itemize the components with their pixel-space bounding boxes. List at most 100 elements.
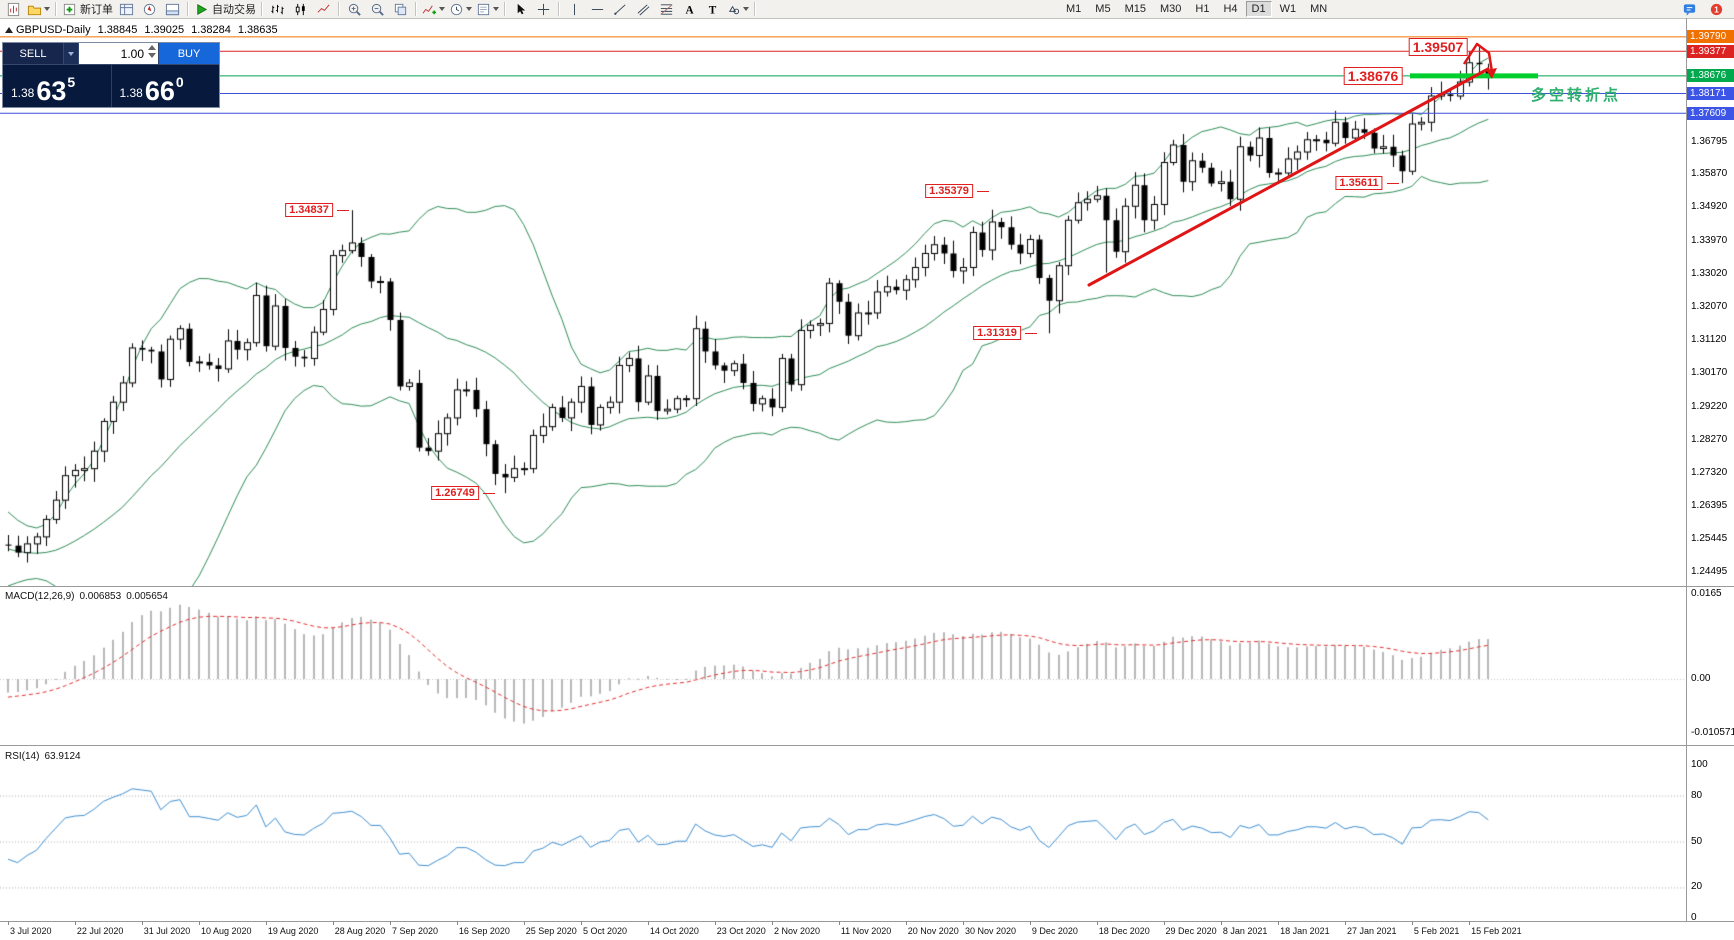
rsi-panel-chart[interactable] — [0, 747, 1686, 922]
templates-icon[interactable] — [474, 1, 501, 18]
timeframe-h1[interactable]: H1 — [1195, 3, 1210, 15]
bar-chart-icon[interactable] — [266, 1, 289, 18]
timeframe-d1[interactable]: D1 — [1245, 1, 1272, 17]
date-axis-tick — [1469, 921, 1470, 925]
toolbar-separator — [754, 2, 756, 16]
annotation-dash — [1387, 182, 1399, 184]
volume-spinner[interactable] — [148, 45, 156, 58]
date-axis-tick — [581, 921, 582, 925]
macd-panel-chart[interactable] — [0, 588, 1686, 745]
periods-icon — [449, 2, 464, 17]
new-order-button[interactable]: 新订单 — [60, 1, 115, 18]
date-axis-tick — [906, 921, 907, 925]
volume-value: 1.00 — [120, 46, 144, 61]
timeframe-toolbar: M1 M5 M15 M30 H1 H4 D1 W1 MN — [1059, 1, 1334, 17]
zoom-in-icon[interactable] — [343, 1, 366, 18]
buy-button[interactable]: BUY — [159, 43, 219, 64]
crosshair-icon[interactable] — [532, 1, 555, 18]
ohlc-close: 1.38635 — [237, 24, 278, 36]
volume-input[interactable]: 1.00 — [79, 43, 159, 64]
spinner-down-icon[interactable] — [148, 53, 156, 58]
annotation-dash — [1025, 332, 1037, 334]
pane-splitter[interactable] — [0, 586, 1734, 587]
timeframe-m30[interactable]: M30 — [1159, 3, 1182, 15]
fibonacci-icon[interactable] — [655, 1, 678, 18]
toolbar-separator — [261, 2, 263, 16]
zoom-out-icon[interactable] — [366, 1, 389, 18]
pane-splitter[interactable] — [0, 921, 1734, 922]
bar-chart-icon — [270, 2, 285, 17]
date-axis-label: 14 Oct 2020 — [649, 926, 699, 936]
rsi-axis-tick: 0 — [1691, 912, 1697, 923]
trendline-icon — [613, 2, 628, 17]
new-chart-icon — [6, 2, 21, 17]
date-axis-label: 22 Jul 2020 — [76, 926, 124, 936]
date-axis-label: 19 Aug 2020 — [267, 926, 319, 936]
price-axis-tag: 1.38676 — [1687, 69, 1734, 83]
chevron-down-icon — [68, 51, 74, 56]
crosshair-icon — [536, 2, 551, 17]
order-type-dropdown[interactable] — [64, 43, 79, 64]
spinner-up-icon[interactable] — [148, 45, 156, 50]
timeframe-mn[interactable]: MN — [1310, 3, 1328, 15]
sell-price-prefix: 1.38 — [11, 86, 35, 100]
line-chart-icon[interactable] — [312, 1, 335, 18]
date-axis-label: 27 Jan 2021 — [1347, 926, 1397, 936]
auto-trading-button[interactable]: 自动交易 — [192, 1, 258, 18]
date-axis-tick — [1030, 921, 1031, 925]
shapes-icon[interactable] — [724, 1, 751, 18]
profiles-icon[interactable] — [25, 1, 52, 18]
pane-splitter[interactable] — [0, 745, 1734, 746]
text-label-icon[interactable]: T — [701, 1, 724, 18]
periods-icon[interactable] — [447, 1, 474, 18]
toolbar-separator — [55, 2, 57, 16]
tile-windows-icon[interactable] — [389, 1, 412, 18]
timeframe-h4[interactable]: H4 — [1223, 3, 1238, 15]
navigator-icon[interactable] — [138, 1, 161, 18]
timeframe-w1[interactable]: W1 — [1279, 3, 1297, 15]
timeframe-m1[interactable]: M1 — [1066, 3, 1082, 15]
annotation-dash — [483, 492, 495, 494]
zoom-out-icon — [370, 2, 385, 17]
ohlc-low: 1.38284 — [191, 24, 231, 36]
new-chart-icon[interactable] — [2, 1, 25, 18]
date-axis-label: 20 Nov 2020 — [907, 926, 959, 936]
date-axis-tick — [457, 921, 458, 925]
cursor-icon[interactable] — [509, 1, 532, 18]
toolbar-separator — [415, 2, 417, 16]
sell-price[interactable]: 1.38 63 5 — [3, 65, 111, 107]
market-watch-icon[interactable] — [115, 1, 138, 18]
templates-icon — [476, 2, 491, 17]
price-chart[interactable] — [0, 18, 1686, 586]
chart-collapse-icon[interactable] — [5, 27, 13, 33]
chevron-down-icon — [466, 7, 472, 11]
date-axis-tick — [1164, 921, 1165, 925]
price-axis-tag: 1.38171 — [1687, 87, 1734, 101]
indicators-icon[interactable] — [420, 1, 447, 18]
date-axis-tick — [333, 921, 334, 925]
rsi-label: RSI(14) — [5, 751, 40, 762]
chart-header: GBPUSD-Daily 1.38845 1.39025 1.38284 1.38635 — [16, 24, 285, 36]
sell-button[interactable]: SELL — [3, 43, 64, 64]
buy-price[interactable]: 1.38 66 0 — [110, 65, 220, 107]
trendline-icon[interactable] — [609, 1, 632, 18]
vertical-line-icon[interactable] — [563, 1, 586, 18]
community-icon[interactable] — [1678, 1, 1701, 18]
candle-chart-icon[interactable] — [289, 1, 312, 18]
profiles-icon — [27, 2, 42, 17]
tile-windows-icon — [393, 2, 408, 17]
horizontal-line-icon[interactable] — [586, 1, 609, 18]
price-axis-border — [1686, 18, 1687, 921]
terminal-icon[interactable] — [161, 1, 184, 18]
price-axis-tick: 1.30170 — [1691, 367, 1728, 379]
price-annotation-label: 1.31319 — [973, 326, 1021, 341]
buy-price-prefix: 1.38 — [119, 86, 143, 100]
date-axis-tick — [1221, 921, 1222, 925]
timeframe-m15[interactable]: M15 — [1124, 3, 1146, 15]
price-axis-tick: 1.32070 — [1691, 301, 1728, 312]
channel-icon[interactable] — [632, 1, 655, 18]
alerts-icon[interactable]: 1 — [1705, 1, 1728, 18]
timeframe-m5[interactable]: M5 — [1095, 3, 1111, 15]
text-icon[interactable]: A — [678, 1, 701, 18]
date-axis-tick — [1097, 921, 1098, 925]
